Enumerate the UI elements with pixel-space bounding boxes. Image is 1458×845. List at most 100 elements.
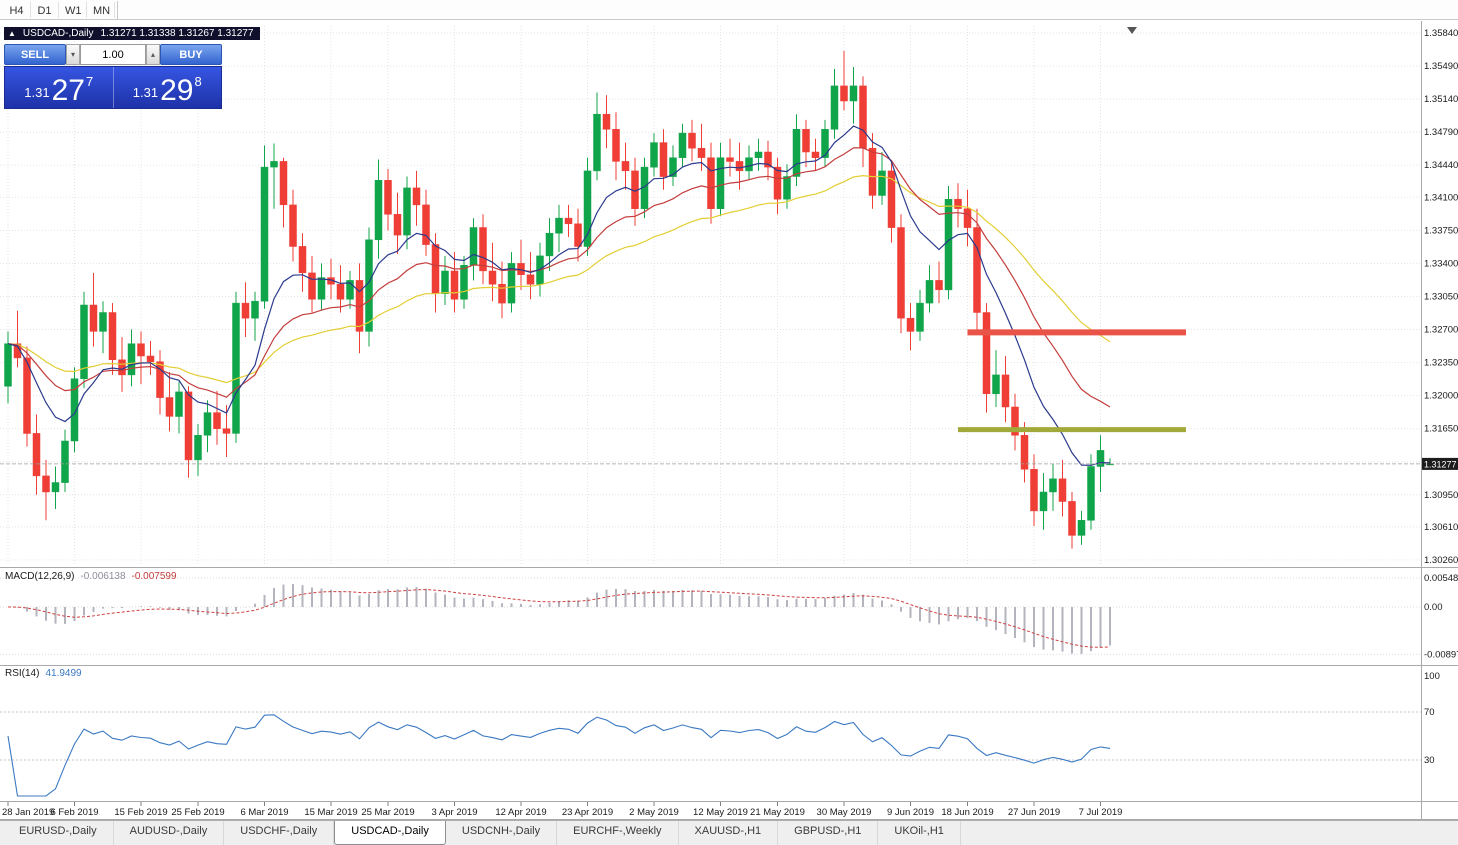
macd-name: MACD(12,26,9): [5, 571, 75, 582]
ma-ema21-line[interactable]: [7, 147, 1111, 408]
candlestick-series: [4, 50, 1114, 549]
candle: [289, 189, 297, 262]
tab-eurchf-weekly[interactable]: EURCHF-,Weekly: [557, 821, 679, 845]
rsi-name: RSI(14): [5, 668, 40, 679]
rsi-axis[interactable]: 100 70 30: [1424, 671, 1440, 766]
candle: [61, 429, 69, 492]
trade-controls-row: SELL ▾ ▴ BUY: [4, 44, 222, 65]
candle: [4, 331, 12, 404]
candle: [992, 350, 1000, 407]
candle: [70, 367, 79, 453]
candle: [13, 310, 22, 368]
tab-ukoil-h1[interactable]: UKOil-,H1: [878, 821, 961, 845]
timeframe-h4-button[interactable]: H4: [3, 1, 31, 18]
candle: [51, 466, 60, 509]
candle: [802, 119, 810, 168]
candle: [678, 123, 687, 168]
axis-label: 1.32700: [1424, 325, 1458, 336]
candle: [175, 381, 183, 434]
volume-increase-spinner-icon[interactable]: ▴: [146, 44, 160, 65]
candle: [488, 242, 497, 302]
tab-eurusd-daily[interactable]: EURUSD-,Daily: [3, 821, 114, 845]
quote-display: 1.31 27 7 1.31 29 8: [4, 66, 222, 109]
candle: [194, 424, 202, 476]
price-axis[interactable]: 1.35840 1.35490 1.35140 1.34790 1.34440 1.341…: [1424, 28, 1458, 566]
timeframe-toolbar: H4 D1 W1 MN: [0, 0, 1458, 20]
chart-shift-marker-icon[interactable]: [1127, 27, 1137, 34]
axis-label: 1.31650: [1424, 424, 1458, 435]
one-click-collapse-icon[interactable]: ▲: [8, 29, 16, 38]
candle: [916, 289, 924, 341]
chart-tab-bar: EURUSD-,Daily AUDUSD-,Daily USDCHF-,Daily U…: [0, 820, 1458, 845]
timeframe-mn-button[interactable]: MN: [87, 1, 115, 18]
candle: [317, 263, 326, 311]
candle: [1001, 356, 1010, 423]
candle: [650, 133, 658, 177]
tab-usdcad-daily[interactable]: USDCAD-,Daily: [334, 821, 446, 845]
rsi-line[interactable]: [7, 714, 1111, 797]
candle: [859, 76, 867, 168]
candle: [621, 142, 630, 190]
tab-xauusd-h1[interactable]: XAUUSD-,H1: [679, 821, 779, 845]
candle: [99, 301, 107, 354]
candle: [441, 255, 449, 305]
macd-signal-line[interactable]: [7, 589, 1111, 648]
buy-quote[interactable]: 1.31 29 8: [114, 67, 222, 108]
axis-label: 1.35840: [1424, 28, 1458, 39]
candle: [602, 95, 611, 149]
tab-usdchf-daily[interactable]: USDCHF-,Daily: [224, 821, 335, 845]
candle: [374, 159, 383, 259]
rsi-indicator-label: RSI(14) 41.9499: [5, 668, 82, 679]
candle: [811, 138, 820, 171]
rsi-value: 41.9499: [45, 668, 82, 679]
candle: [564, 204, 573, 237]
candle: [156, 350, 164, 415]
candle: [1077, 510, 1086, 545]
tab-usdcnh-daily[interactable]: USDCNH-,Daily: [446, 821, 558, 845]
timeframe-d1-button[interactable]: D1: [31, 1, 59, 18]
date-axis-label: 12 May 2019: [693, 807, 748, 818]
candle: [963, 189, 972, 247]
timeframe-w1-button[interactable]: W1: [59, 1, 87, 18]
candle: [270, 143, 278, 209]
sell-quote[interactable]: 1.31 27 7: [5, 67, 114, 108]
ma-ema10-line[interactable]: [7, 125, 1111, 466]
candle: [460, 255, 468, 309]
volume-decrease-spinner-icon[interactable]: ▾: [66, 44, 80, 65]
date-axis-label: 6 Mar 2019: [240, 807, 288, 818]
candle: [954, 183, 962, 228]
axis-label: 1.34100: [1424, 192, 1458, 203]
candle: [479, 214, 487, 285]
macd-axis[interactable]: 0.005484 0.00 -0.008971: [1424, 573, 1458, 660]
sell-button[interactable]: SELL: [4, 44, 66, 65]
date-axis-label: 25 Mar 2019: [361, 807, 414, 818]
axis-label: 100: [1424, 671, 1440, 682]
candle: [327, 258, 335, 300]
candle: [830, 68, 839, 139]
buy-button[interactable]: BUY: [160, 44, 222, 65]
sell-price-prefix: 1.31: [24, 85, 50, 100]
date-axis-label: 15 Mar 2019: [304, 807, 357, 818]
candle: [517, 239, 525, 290]
axis-label: 1.33750: [1424, 225, 1458, 236]
candle: [982, 303, 991, 413]
date-axis-label: 30 May 2019: [817, 807, 872, 818]
date-axis-label: 18 Jun 2019: [941, 807, 993, 818]
date-axis-label: 21 May 2019: [750, 807, 805, 818]
tab-gbpusd-h1[interactable]: GBPUSD-,H1: [778, 821, 879, 845]
axis-label: 70: [1424, 707, 1435, 718]
tab-audusd-daily[interactable]: AUDUSD-,Daily: [114, 821, 225, 845]
date-axis-label: 27 Jun 2019: [1008, 807, 1060, 818]
candle: [89, 272, 98, 347]
sell-price-pip-digit: 7: [85, 74, 94, 89]
macd-signal-value: -0.007599: [131, 571, 177, 582]
candle: [868, 133, 877, 209]
candle: [612, 112, 620, 181]
axis-label: 1.35490: [1424, 61, 1458, 72]
ma-ema40-line[interactable]: [7, 174, 1111, 384]
volume-input[interactable]: [80, 44, 146, 65]
axis-label: 1.30610: [1424, 522, 1458, 533]
